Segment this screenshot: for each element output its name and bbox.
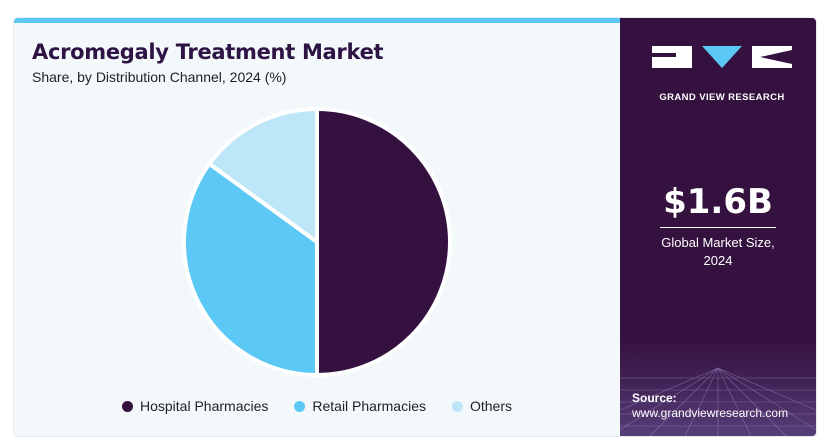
legend-item: Retail Pharmacies: [294, 398, 426, 414]
chart-card: Acromegaly Treatment Market Share, by Di…: [14, 18, 816, 436]
pie-slice-retail-pharmacies: [182, 161, 319, 377]
legend-label: Retail Pharmacies: [312, 398, 426, 414]
legend-swatch: [121, 400, 133, 412]
source-note: Source: www.grandviewresearch.com: [632, 391, 788, 421]
source-label: Source:: [632, 391, 677, 405]
chart-legend: Hospital Pharmacies Retail Pharmacies Othe…: [14, 396, 620, 416]
chart-subtitle: Share, by Distribution Channel, 2024 (%): [32, 69, 287, 85]
pie-chart: [182, 107, 452, 377]
legend-item: Others: [451, 398, 512, 414]
pie-slice-others: [207, 107, 319, 244]
brand-logo: GRAND VIEW RESEARCH: [648, 42, 796, 106]
legend-label: Others: [469, 398, 512, 414]
chart-title: Acromegaly Treatment Market: [32, 40, 384, 64]
pie-slice-hospital-pharmacies: [315, 107, 452, 377]
accent-bar: [14, 18, 620, 23]
brand-logo-mark-icon: [652, 46, 792, 68]
source-url[interactable]: www.grandviewresearch.com: [632, 406, 789, 420]
legend-swatch: [451, 400, 463, 412]
legend-item: Hospital Pharmacies: [121, 398, 269, 414]
divider: [660, 227, 776, 228]
brand-name: GRAND VIEW RESEARCH: [659, 92, 785, 103]
market-size-label-line1: Global Market Size,: [661, 235, 775, 250]
side-panel: GRAND VIEW RESEARCH $1.6B Global Market …: [620, 18, 816, 436]
grid-decoration-icon: [620, 338, 816, 436]
legend-label: Hospital Pharmacies: [139, 398, 269, 414]
market-size-value: $1.6B: [663, 182, 773, 222]
market-size-label: Global Market Size, 2024: [620, 234, 816, 270]
market-size-label-line2: 2024: [703, 253, 733, 268]
legend-swatch: [294, 400, 306, 412]
